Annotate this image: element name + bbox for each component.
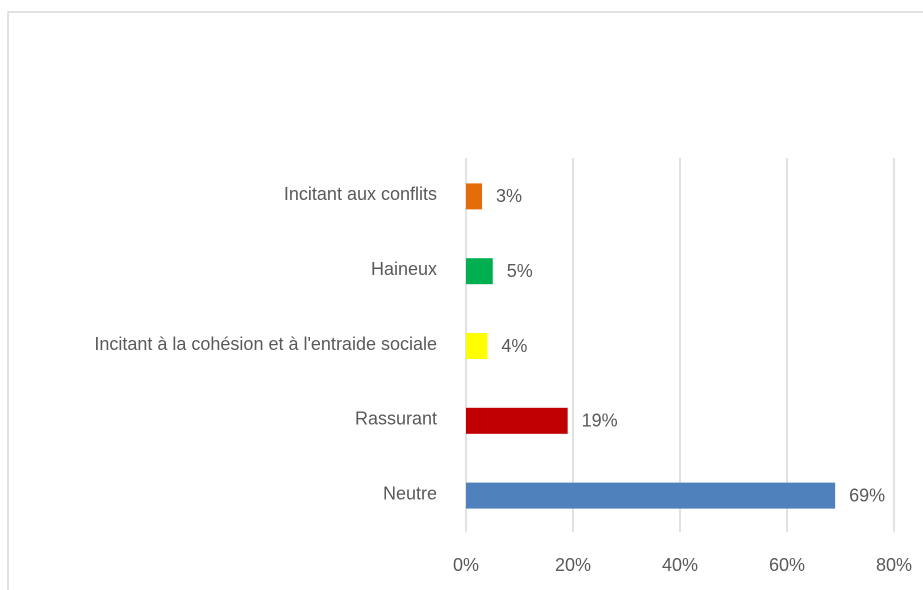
bar — [466, 333, 488, 359]
bar — [466, 482, 836, 509]
data-label: 4% — [501, 336, 527, 356]
x-tick-label: 80% — [876, 555, 912, 575]
data-label: 5% — [507, 261, 533, 281]
bar — [466, 407, 568, 434]
data-label: 69% — [849, 485, 885, 505]
y-tick-label: Incitant aux conflits — [284, 184, 437, 204]
bar — [466, 183, 483, 210]
x-tick-label: 0% — [453, 555, 479, 575]
y-tick-label: Neutre — [383, 483, 437, 503]
chart-frame — [7, 11, 923, 590]
data-label: 3% — [496, 186, 522, 206]
x-tick-label: 20% — [555, 555, 591, 575]
data-label: 19% — [582, 411, 618, 431]
bar — [466, 258, 493, 285]
y-tick-label: Haineux — [371, 259, 437, 279]
x-tick-label: 40% — [662, 555, 698, 575]
y-tick-label: Incitant à la cohésion et à l'entraide s… — [94, 334, 437, 354]
x-tick-label: 60% — [769, 555, 805, 575]
y-tick-label: Rassurant — [355, 409, 437, 429]
